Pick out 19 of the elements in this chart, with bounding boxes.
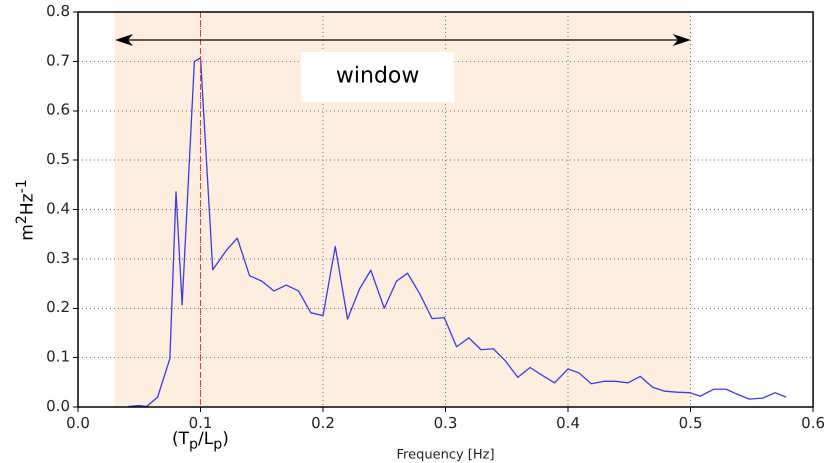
x-tick-label: 0.3 (434, 414, 458, 432)
y-tick-label: 0.5 (46, 150, 70, 168)
x-tick-label: 0.0 (66, 414, 90, 432)
x-tick-label: 0.6 (801, 414, 825, 432)
y-tick-label: 0.8 (46, 2, 70, 20)
y-tick-label: 0.7 (46, 51, 70, 70)
band-label: window (336, 64, 420, 89)
y-tick-label: 0.1 (46, 348, 70, 366)
y-tick-label: 0.4 (46, 199, 70, 218)
x-tick-label: 0.5 (678, 414, 702, 432)
x-axis-title: Frequency [Hz] (396, 448, 495, 463)
y-tick-label: 0.0 (46, 396, 70, 415)
y-tick-label: 0.6 (46, 100, 70, 119)
x-tick-label: 0.4 (556, 414, 580, 432)
x-tick-label: 0.1 (188, 414, 212, 432)
y-tick-label: 0.2 (46, 298, 70, 316)
y-tick-label: 0.3 (46, 248, 70, 267)
ref-line-label: (T$_{p}$/L$_{p}$) (172, 429, 229, 452)
x-tick-label: 0.2 (311, 414, 335, 432)
